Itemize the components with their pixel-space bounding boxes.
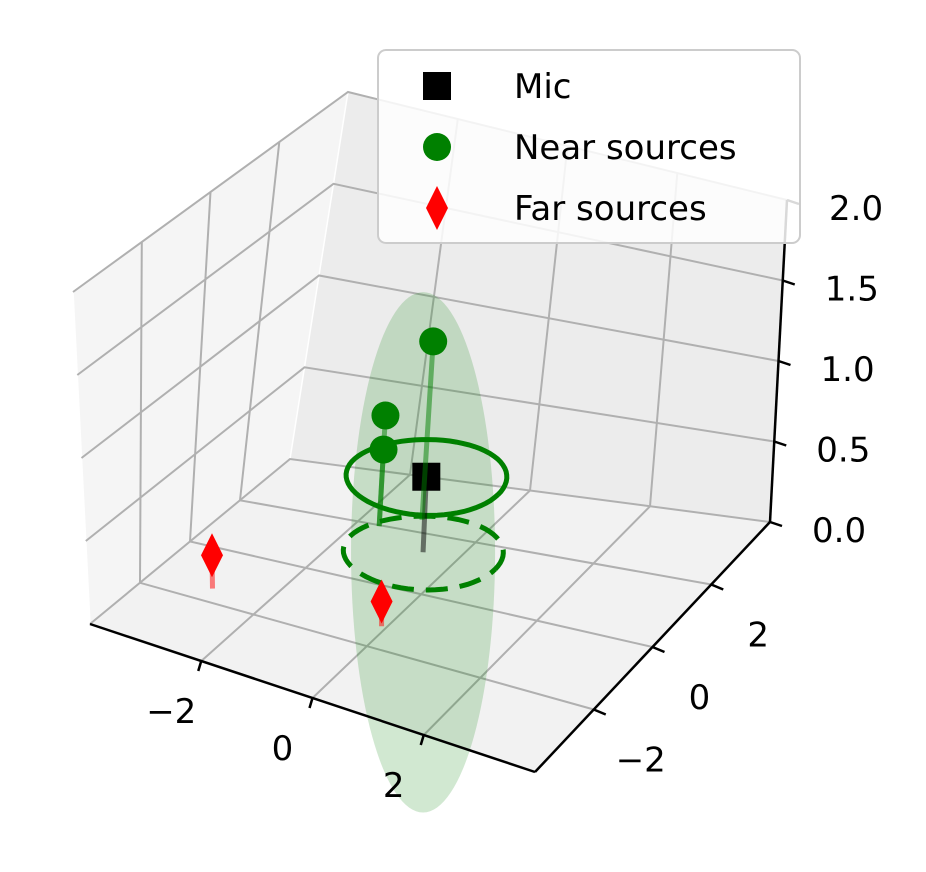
gridline-z xyxy=(85,366,775,542)
z-tick-label: 2.0 xyxy=(829,189,883,229)
point-near-sources xyxy=(369,435,398,464)
pane-floor xyxy=(90,459,770,772)
x-tick xyxy=(419,734,425,746)
stem xyxy=(419,341,436,521)
y-tick xyxy=(652,645,665,654)
z-tick-label: 0.5 xyxy=(816,431,870,471)
z-tick xyxy=(778,359,791,367)
z-tick-label: 0.0 xyxy=(812,511,866,551)
z-tick xyxy=(782,279,796,286)
z-tick xyxy=(769,520,783,528)
z-tick xyxy=(773,440,787,447)
x-tick-label: 0 xyxy=(272,729,294,769)
y-tick-label: −2 xyxy=(616,741,666,781)
point-near-sources xyxy=(371,401,400,430)
point-far-sources xyxy=(370,579,393,624)
legend: Mic Near sources Far sources xyxy=(377,49,801,244)
circle-dashed xyxy=(340,513,506,593)
y-tick-label: 2 xyxy=(747,616,769,656)
legend-label: Near sources xyxy=(514,128,737,168)
legend-label: Mic xyxy=(514,67,571,107)
y-tick-label: 0 xyxy=(689,678,711,718)
gridline-z xyxy=(76,182,784,376)
y-tick xyxy=(710,583,724,591)
x-tick-label: −2 xyxy=(146,692,196,732)
x-tick xyxy=(308,697,314,709)
legend-marker-square xyxy=(423,72,451,100)
point-far-sources xyxy=(201,533,223,578)
gridline-z xyxy=(89,457,771,625)
gridlines xyxy=(72,90,788,736)
z-tick-label: 1.5 xyxy=(825,270,879,310)
data-marks xyxy=(201,327,448,627)
y-tick xyxy=(593,708,607,716)
gridline-z xyxy=(80,274,779,459)
z-tick-label: 1.0 xyxy=(821,350,875,390)
legend-label: Far sources xyxy=(514,189,707,229)
x-tick xyxy=(197,660,203,672)
x-tick-label: 2 xyxy=(383,766,405,806)
point-near-sources xyxy=(419,327,448,356)
legend-marker-circle xyxy=(423,133,451,161)
legend-box xyxy=(377,49,801,244)
legend-marker-diamond xyxy=(426,186,448,230)
